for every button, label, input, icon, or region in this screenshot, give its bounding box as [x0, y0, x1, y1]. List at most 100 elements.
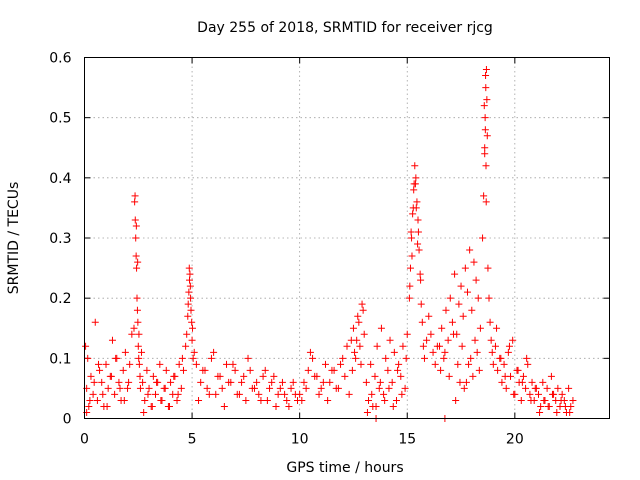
data-point	[481, 126, 489, 134]
data-point	[131, 192, 139, 200]
data-point	[437, 366, 445, 374]
data-point	[144, 390, 152, 398]
data-point	[553, 408, 561, 416]
data-point	[225, 378, 233, 386]
data-point	[414, 228, 422, 236]
data-point	[534, 390, 542, 398]
data-point	[186, 270, 194, 278]
data-point	[460, 384, 468, 392]
data-point	[270, 372, 278, 380]
x-tick-label: 10	[291, 432, 309, 448]
data-point	[190, 348, 198, 356]
data-point	[149, 372, 157, 380]
data-point	[455, 300, 463, 308]
data-point	[216, 372, 224, 380]
data-point	[156, 360, 164, 368]
data-point	[440, 354, 448, 362]
data-point	[136, 372, 144, 380]
data-point	[186, 276, 193, 284]
data-point	[406, 282, 414, 290]
data-point	[417, 300, 425, 308]
data-point	[363, 408, 371, 416]
data-point	[489, 360, 497, 368]
data-point	[212, 390, 220, 398]
data-point	[452, 396, 460, 404]
data-point	[566, 408, 574, 416]
data-point	[276, 384, 284, 392]
data-point	[462, 378, 470, 386]
data-point	[470, 258, 478, 266]
data-point	[287, 384, 295, 392]
data-point	[390, 348, 398, 356]
data-point	[454, 360, 462, 368]
x-tick-label: 0	[80, 432, 89, 448]
data-point	[537, 402, 545, 410]
data-point	[220, 402, 228, 410]
data-point	[411, 180, 419, 188]
data-point	[157, 396, 165, 404]
data-point	[349, 324, 357, 332]
data-point	[195, 396, 203, 404]
data-point	[494, 366, 502, 374]
data-point	[526, 390, 534, 398]
data-point	[352, 354, 360, 362]
chart-title: Day 255 of 2018, SRMTID for receiver rjc…	[197, 20, 493, 36]
data-point	[205, 390, 213, 398]
data-point	[111, 390, 119, 398]
data-point	[523, 354, 531, 362]
data-point	[233, 390, 241, 398]
y-tick-label: 0.1	[49, 351, 71, 367]
data-point	[140, 408, 148, 416]
data-point	[203, 384, 211, 392]
data-point	[375, 384, 383, 392]
data-point	[91, 318, 99, 326]
data-point	[413, 198, 421, 206]
data-point	[385, 384, 393, 392]
data-point	[134, 318, 142, 326]
data-point	[223, 360, 231, 368]
data-point	[167, 378, 175, 386]
data-point	[505, 342, 513, 350]
data-point	[461, 264, 469, 272]
data-point	[148, 402, 156, 410]
data-point	[177, 384, 185, 392]
data-point	[174, 390, 182, 398]
data-point	[261, 366, 269, 374]
data-point	[162, 366, 170, 374]
data-point	[509, 336, 517, 344]
y-tick-labels: 0 0.1 0.2 0.3 0.4 0.5 0.6	[49, 51, 71, 428]
data-point	[343, 342, 351, 350]
data-point	[184, 312, 192, 320]
data-point	[360, 330, 368, 338]
data-point	[510, 390, 518, 398]
data-point	[419, 342, 427, 350]
data-point	[394, 366, 402, 374]
data-point	[182, 342, 190, 350]
data-point	[381, 396, 389, 404]
data-point	[133, 306, 141, 314]
data-point	[442, 306, 450, 314]
data-point	[188, 336, 196, 344]
data-point	[565, 384, 573, 392]
data-point	[480, 102, 488, 110]
data-point	[558, 390, 566, 398]
data-point	[229, 360, 237, 368]
data-point	[135, 360, 143, 368]
data-point	[131, 216, 139, 224]
data-point	[408, 234, 416, 242]
data-point	[451, 270, 459, 278]
data-point	[89, 390, 97, 398]
data-point	[178, 354, 186, 362]
data-point	[102, 360, 110, 368]
data-point	[96, 366, 104, 374]
data-point	[405, 294, 413, 302]
data-point	[281, 390, 289, 398]
data-point	[136, 384, 144, 392]
data-point	[479, 234, 487, 242]
data-point	[165, 402, 173, 410]
data-point	[498, 378, 506, 386]
data-point	[351, 348, 359, 356]
data-point	[540, 396, 548, 404]
data-point	[416, 270, 424, 278]
data-point	[475, 366, 483, 374]
